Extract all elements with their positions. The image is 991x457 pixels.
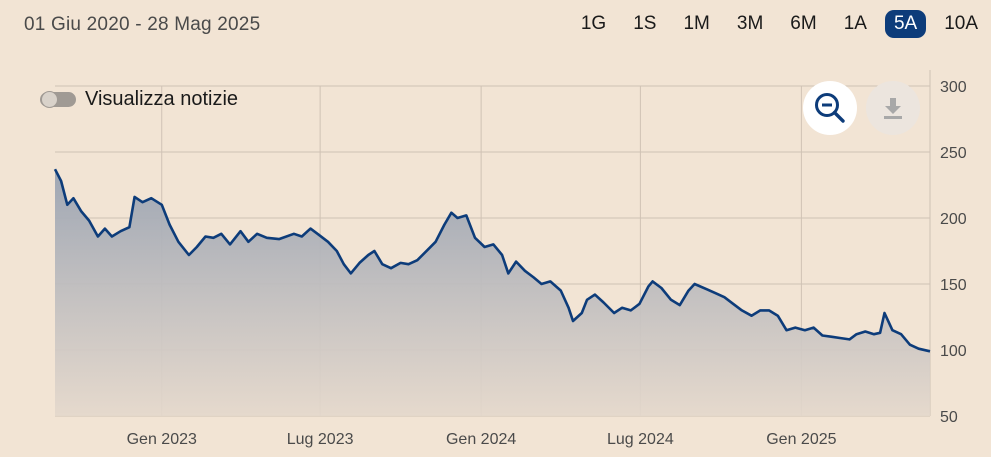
range-selector: 1G 1S 1M 3M 6M 1A 5A 10A	[563, 10, 987, 38]
news-toggle[interactable]: Visualizza notizie	[40, 88, 238, 111]
range-10a-button[interactable]: 10A	[944, 13, 978, 34]
range-1s-button[interactable]: 1S	[633, 13, 657, 34]
y-tick-label: 150	[940, 277, 967, 294]
range-1a-button[interactable]: 1A	[843, 13, 867, 34]
x-tick-label: Lug 2023	[287, 431, 354, 448]
toggle-switch[interactable]	[40, 91, 76, 108]
y-tick-label: 250	[940, 145, 967, 162]
toggle-knob	[41, 91, 58, 108]
download-button[interactable]	[866, 81, 920, 135]
x-tick-label: Lug 2024	[607, 431, 674, 448]
news-toggle-label: Visualizza notizie	[85, 88, 239, 110]
y-tick-label: 300	[940, 79, 967, 96]
range-3m-button[interactable]: 3M	[736, 13, 764, 34]
zoom-button[interactable]	[803, 81, 857, 135]
range-5a-button[interactable]: 5A	[884, 10, 927, 38]
download-icon	[884, 98, 902, 119]
range-6m-button[interactable]: 6M	[790, 13, 817, 34]
x-tick-label: Gen 2024	[446, 431, 516, 448]
y-axis-ticks: 50 100 150 200 250 300	[940, 79, 967, 426]
zoom-out-icon	[815, 93, 845, 123]
range-1g-button[interactable]: 1G	[580, 13, 607, 34]
range-1m-button[interactable]: 1M	[683, 13, 710, 34]
series-line	[53, 168, 931, 353]
x-axis-ticks: Gen 2023 Lug 2023 Gen 2024 Lug 2024 Gen 2025	[127, 431, 837, 448]
date-range: 01 Giu 2020 - 28 Mag 2025	[24, 14, 261, 35]
y-tick-label: 100	[940, 343, 967, 360]
y-tick-label: 50	[940, 409, 958, 426]
y-tick-label: 200	[940, 211, 967, 228]
series-area	[55, 169, 930, 416]
x-tick-label: Gen 2025	[766, 431, 836, 448]
x-tick-label: Gen 2023	[127, 431, 197, 448]
